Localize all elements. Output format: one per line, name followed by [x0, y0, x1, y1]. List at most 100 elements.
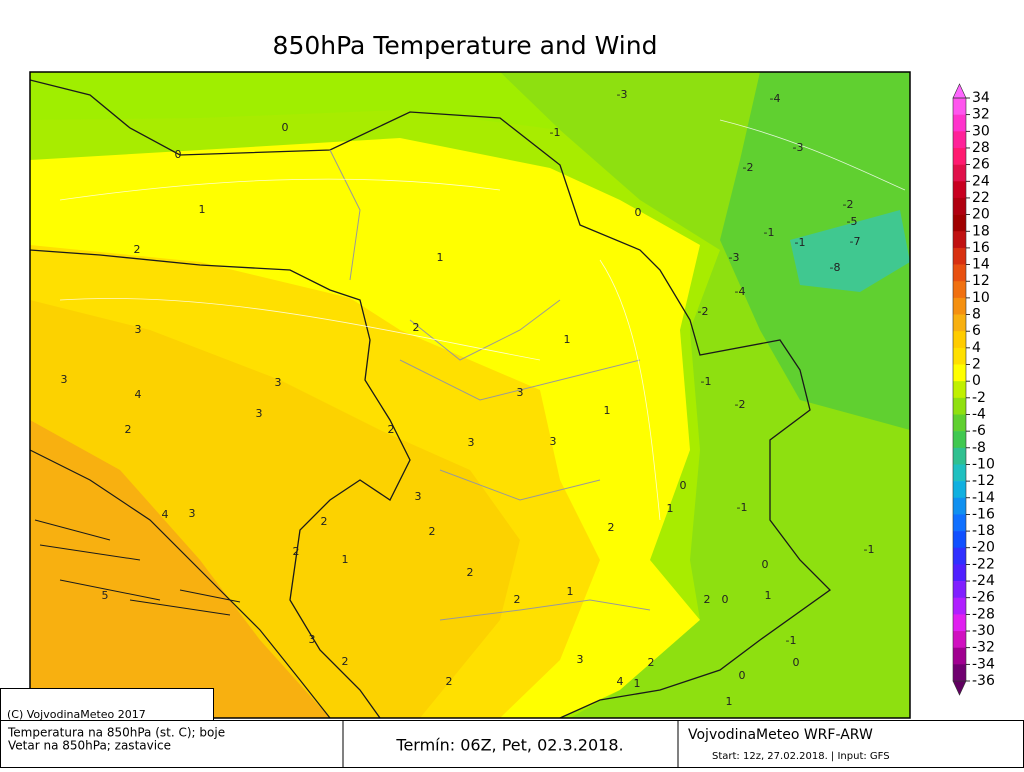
contour-label: 3: [256, 407, 263, 420]
contour-label: 0: [175, 148, 182, 161]
contour-label: 2: [467, 566, 474, 579]
colorbar-label: 32: [972, 107, 990, 123]
colorbar-bin: [953, 381, 966, 399]
map-frame: [29, 71, 911, 719]
colorbar-bin: [953, 98, 966, 115]
isotherm: [59, 119, 906, 521]
copyright-box: [0, 688, 214, 721]
contour-label: 3: [61, 373, 68, 386]
colorbar-label: -8: [972, 440, 986, 456]
contour-label: 0: [793, 656, 800, 669]
contour-label: 3: [135, 323, 142, 336]
model-name: VojvodinaMeteo WRF-ARW: [688, 727, 873, 743]
islands: [34, 519, 241, 616]
contour-label: 3: [550, 435, 557, 448]
colorbar-label: 0: [972, 373, 981, 389]
colorbar-bin: [953, 247, 966, 265]
coastline: [30, 449, 331, 718]
colorbar-bin: [953, 664, 966, 682]
colorbar-label: -32: [972, 640, 995, 656]
shade-teal: [790, 210, 910, 292]
colorbar-label: -16: [972, 506, 995, 522]
colorbar-bin: [953, 347, 966, 365]
colorbar-bin: [953, 447, 966, 465]
colorbar-bin: [953, 414, 966, 432]
contour-label: -2: [698, 305, 709, 318]
copyright: (C) VojvodinaMeteo 2017: [7, 708, 146, 721]
colorbar-bin: [953, 564, 966, 582]
colorbar-label: -34: [972, 656, 995, 672]
colorbar-bin: [953, 614, 966, 632]
colorbar-label: -2: [972, 390, 986, 406]
contour-label: 3: [577, 653, 584, 666]
contour-label: 1: [437, 251, 444, 264]
contour-label: 1: [634, 677, 641, 690]
colorbar-label: 2: [972, 357, 981, 373]
contour-label: -2: [735, 398, 746, 411]
colorbar-label: 10: [972, 290, 990, 306]
contour-label: 3: [517, 386, 524, 399]
colorbar-bin: [953, 214, 966, 232]
contour-label: 5: [102, 589, 109, 602]
contour-label: 1: [564, 333, 571, 346]
colorbar-bin: [953, 297, 966, 315]
colorbar-label: -26: [972, 590, 995, 606]
contour-label: 3: [415, 490, 422, 503]
colorbar-label: 18: [972, 223, 990, 239]
colorbar-label: 8: [972, 307, 981, 323]
colorbar-bin: [953, 231, 966, 249]
contour-label: 2: [388, 423, 395, 436]
colorbar-label: -20: [972, 540, 995, 556]
valid-time: Termín: 06Z, Pet, 02.3.2018.: [395, 736, 623, 755]
footer-box: [0, 720, 1024, 768]
colorbar-label: 22: [972, 190, 990, 206]
colorbar-bin: [953, 497, 966, 515]
contour-label: -3: [793, 141, 804, 154]
legend-line: Vetar na 850hPa; zastavice: [8, 739, 171, 753]
colorbar-bin: [953, 281, 966, 299]
colorbar-bin: [953, 481, 966, 499]
contour-label: 2: [293, 545, 300, 558]
contour-label: -1: [764, 226, 775, 239]
colorbar-frame: [952, 97, 967, 682]
contour-label: -5: [847, 215, 858, 228]
colorbar-bin: [953, 147, 966, 165]
colorbar-bin: [953, 314, 966, 332]
colorbar-label: 28: [972, 140, 990, 156]
colorbar-bin: [953, 464, 966, 482]
map-title: 850hPa Temperature and Wind: [273, 31, 658, 60]
colorbar-label: 14: [972, 257, 990, 273]
colorbar-label: -12: [972, 473, 995, 489]
contour-label: -1: [737, 501, 748, 514]
colorbar-over: [952, 83, 967, 99]
colorbar-label: 26: [972, 157, 990, 173]
contour-label: 2: [134, 243, 141, 256]
colorbar-bin: [953, 397, 966, 415]
colorbar-bin: [953, 631, 966, 648]
colorbar-label: -4: [972, 406, 986, 422]
colorbar-label: -24: [972, 573, 995, 589]
colorbar-label: 6: [972, 323, 981, 339]
colorbar-bin: [953, 264, 966, 282]
colorbar-bin: [953, 431, 966, 449]
map-area: [29, 71, 911, 719]
legend-line: Temperatura na 850hPa (st. C); boje: [7, 726, 225, 740]
contour-label: 1: [667, 502, 674, 515]
colorbar-label: 12: [972, 273, 990, 289]
colorbar-label: -14: [972, 490, 995, 506]
shade-north: [30, 72, 560, 130]
contour-label: 3: [309, 633, 316, 646]
colorbar-label: -36: [972, 673, 995, 689]
contour-label: -2: [743, 161, 754, 174]
contour-label: -1: [550, 126, 561, 139]
contour-label: 2: [429, 525, 436, 538]
contour-label: 4: [135, 388, 142, 401]
colorbar-bin: [953, 597, 966, 615]
contour-label: 4: [162, 508, 169, 521]
contour-label: -1: [786, 634, 797, 647]
colorbar-bin: [953, 364, 966, 382]
contour-label: 2: [514, 593, 521, 606]
colorbar-bin: [953, 114, 966, 132]
contour-label: 2: [446, 675, 453, 688]
